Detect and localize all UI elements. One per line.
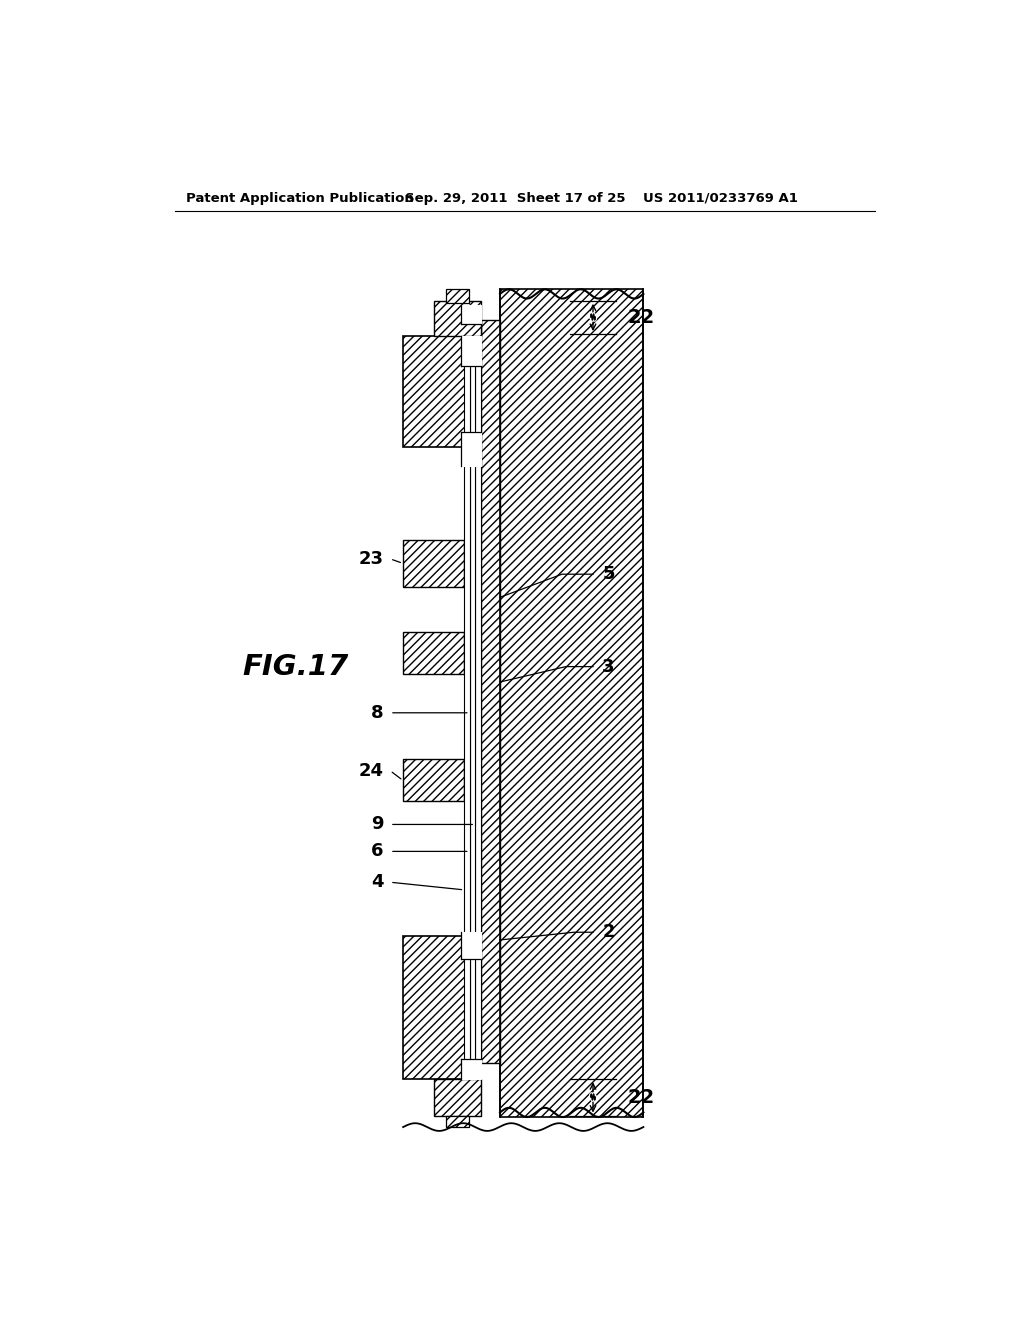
Text: 3: 3 [602,657,614,676]
Bar [434,301,480,335]
Bar [461,335,480,367]
Text: FIG.17: FIG.17 [243,652,349,681]
Bar [461,1059,480,1078]
Text: 6: 6 [372,842,384,861]
Bar [403,632,464,675]
Text: 8: 8 [371,704,384,722]
Text: US 2011/0233769 A1: US 2011/0233769 A1 [643,191,799,205]
Text: 2: 2 [602,923,614,941]
Text: 22: 22 [628,1088,655,1106]
Text: 9: 9 [372,816,384,833]
Bar [464,321,470,1063]
Bar [403,936,480,1078]
Text: Patent Application Publication: Patent Application Publication [186,191,414,205]
Text: 24: 24 [358,762,384,780]
Bar [475,321,480,1063]
Bar [445,1115,469,1127]
Bar [461,932,480,960]
Text: 23: 23 [358,550,384,568]
Bar [480,321,500,1063]
Bar [461,305,480,323]
Bar [403,540,464,586]
Text: 4: 4 [372,874,384,891]
Bar [434,1078,480,1115]
Bar [470,321,475,1063]
Text: 22: 22 [628,308,655,326]
Bar [500,289,643,1117]
Bar [445,289,469,304]
Bar [403,759,464,801]
Text: Sep. 29, 2011  Sheet 17 of 25: Sep. 29, 2011 Sheet 17 of 25 [406,191,626,205]
Text: 5: 5 [602,565,614,583]
Bar [403,335,480,447]
Bar [461,432,480,466]
